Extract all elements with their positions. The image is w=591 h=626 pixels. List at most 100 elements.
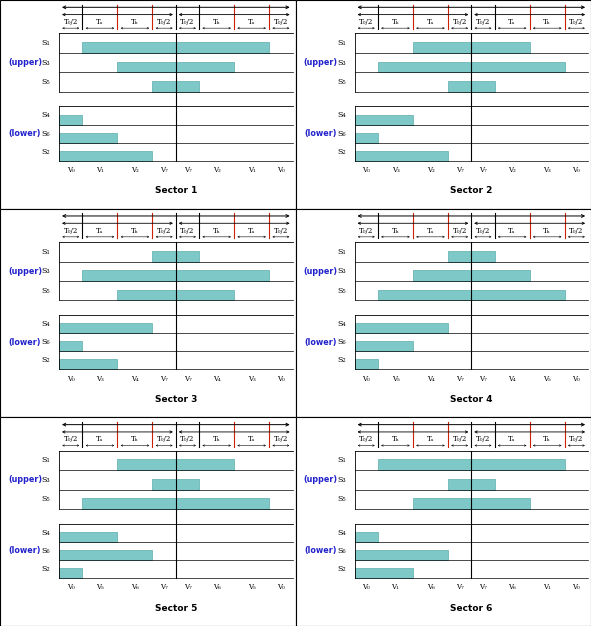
Text: (lower): (lower) <box>9 129 41 138</box>
Bar <box>118 61 234 73</box>
Text: V₀: V₀ <box>67 583 74 591</box>
Text: S₁: S₁ <box>337 248 346 256</box>
Text: Tₕ: Tₕ <box>131 227 139 235</box>
Text: Tₕ: Tₕ <box>543 227 551 235</box>
Text: V₅: V₅ <box>248 583 255 591</box>
Bar <box>378 290 565 300</box>
Text: V₂: V₂ <box>508 166 516 174</box>
Text: T₀/2: T₀/2 <box>359 227 374 235</box>
Text: V₃: V₃ <box>248 374 255 382</box>
Text: Tₐ: Tₐ <box>248 435 255 443</box>
Text: Tₐ: Tₐ <box>427 227 434 235</box>
Bar <box>355 341 413 351</box>
Text: V₀: V₀ <box>362 583 370 591</box>
Text: V₁: V₁ <box>543 583 551 591</box>
Text: S₃: S₃ <box>41 59 50 66</box>
Text: V₆: V₆ <box>131 583 139 591</box>
Text: V₄: V₄ <box>131 374 139 382</box>
Text: Sector 2: Sector 2 <box>450 187 492 195</box>
Bar <box>152 81 199 92</box>
Text: V₄: V₄ <box>213 374 220 382</box>
Text: V₇: V₇ <box>184 166 191 174</box>
Text: V₅: V₅ <box>96 583 104 591</box>
Text: Tₐ: Tₐ <box>248 18 255 26</box>
Text: (lower): (lower) <box>304 546 337 555</box>
Text: S₅: S₅ <box>337 495 346 503</box>
Text: T₀/2: T₀/2 <box>64 435 78 443</box>
Text: (lower): (lower) <box>304 337 337 347</box>
Text: T₀/2: T₀/2 <box>359 435 374 443</box>
Text: V₇: V₇ <box>184 583 191 591</box>
Text: S₅: S₅ <box>41 78 50 86</box>
Text: S₄: S₄ <box>337 111 346 120</box>
Text: V₀: V₀ <box>67 374 74 382</box>
Text: V₀: V₀ <box>362 166 370 174</box>
Text: Tₕ: Tₕ <box>392 435 400 443</box>
Text: V₀: V₀ <box>573 374 580 382</box>
Bar <box>59 133 118 143</box>
Text: Tₕ: Tₕ <box>213 18 220 26</box>
Text: T₀/2: T₀/2 <box>274 18 288 26</box>
Text: S₂: S₂ <box>337 565 346 573</box>
Text: T₀/2: T₀/2 <box>274 227 288 235</box>
Text: V₁: V₁ <box>96 166 104 174</box>
Text: S₃: S₃ <box>41 267 50 275</box>
Text: S₁: S₁ <box>41 456 50 464</box>
Text: Tₐ: Tₐ <box>427 435 434 443</box>
Text: S₄: S₄ <box>41 529 50 537</box>
Text: S₄: S₄ <box>41 111 50 120</box>
Text: T₀/2: T₀/2 <box>359 18 374 26</box>
Text: Tₐ: Tₐ <box>96 227 103 235</box>
Text: S₄: S₄ <box>41 320 50 328</box>
Text: V₅: V₅ <box>392 374 400 382</box>
Text: S₆: S₆ <box>41 338 50 346</box>
Text: T₀/2: T₀/2 <box>453 227 467 235</box>
Text: S₂: S₂ <box>41 356 50 364</box>
Bar <box>355 115 413 125</box>
Text: V₀: V₀ <box>67 166 74 174</box>
Text: Tₕ: Tₕ <box>392 18 400 26</box>
Text: T₀/2: T₀/2 <box>569 227 583 235</box>
Text: V₇: V₇ <box>456 583 463 591</box>
Text: V₇: V₇ <box>184 374 191 382</box>
Bar <box>118 459 234 470</box>
Text: V₁: V₁ <box>248 166 256 174</box>
Text: T₀/2: T₀/2 <box>157 435 171 443</box>
Text: Tₕ: Tₕ <box>213 227 220 235</box>
Text: Sector 1: Sector 1 <box>155 187 197 195</box>
Text: S₁: S₁ <box>337 39 346 47</box>
Text: Sector 4: Sector 4 <box>450 395 492 404</box>
Text: V₀: V₀ <box>277 374 285 382</box>
Text: T₀/2: T₀/2 <box>274 435 288 443</box>
Text: S₄: S₄ <box>337 529 346 537</box>
Text: V₆: V₆ <box>508 583 516 591</box>
Text: T₀/2: T₀/2 <box>180 18 194 26</box>
Bar <box>59 359 118 369</box>
Text: V₇: V₇ <box>479 374 487 382</box>
Text: V₇: V₇ <box>456 374 463 382</box>
Text: T₀/2: T₀/2 <box>64 227 78 235</box>
Text: (upper): (upper) <box>8 475 42 485</box>
Text: Tₕ: Tₕ <box>392 227 400 235</box>
Text: T₀/2: T₀/2 <box>476 18 490 26</box>
Text: (upper): (upper) <box>8 267 42 276</box>
Text: Tₐ: Tₐ <box>96 18 103 26</box>
Bar <box>413 270 530 281</box>
Text: S₆: S₆ <box>337 338 346 346</box>
Text: (upper): (upper) <box>304 58 337 67</box>
Text: Tₕ: Tₕ <box>131 435 139 443</box>
Text: S₆: S₆ <box>337 547 346 555</box>
Text: S₆: S₆ <box>41 130 50 138</box>
Bar <box>448 81 495 92</box>
Bar <box>118 290 234 300</box>
Bar <box>378 61 565 73</box>
Text: T₀/2: T₀/2 <box>569 18 583 26</box>
Text: S₅: S₅ <box>41 495 50 503</box>
Text: Tₐ: Tₐ <box>508 18 516 26</box>
Bar <box>83 498 269 509</box>
Text: V₇: V₇ <box>479 583 487 591</box>
Bar <box>378 459 565 470</box>
Text: (upper): (upper) <box>304 475 337 485</box>
Bar <box>355 323 448 333</box>
Text: V₄: V₄ <box>508 374 516 382</box>
